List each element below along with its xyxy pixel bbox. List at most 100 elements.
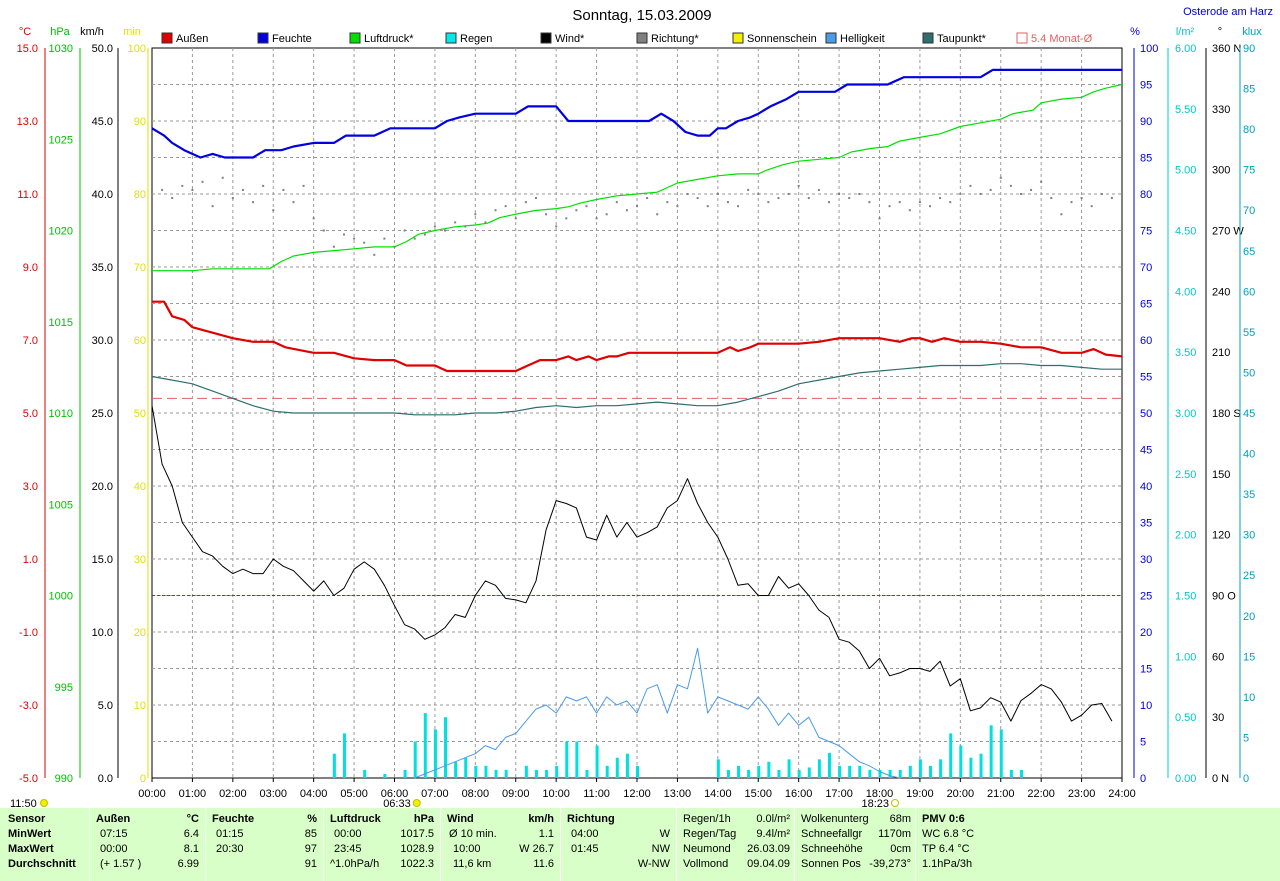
feuchte-avg-value: 91 xyxy=(304,858,317,870)
direction-point xyxy=(484,221,487,224)
rain-bar xyxy=(534,769,538,778)
pressure-tick-label: 1030 xyxy=(49,43,73,55)
series-line-helligkeit xyxy=(414,647,900,779)
wind-tick-label: 25.0 xyxy=(92,408,113,420)
legend-swatch xyxy=(825,32,837,44)
direction-point xyxy=(636,205,638,208)
rain-bar xyxy=(797,769,801,778)
humidity-tick-label: 25 xyxy=(1140,591,1152,603)
luftdruck-min-value: 1017.5 xyxy=(400,828,434,840)
direction-point xyxy=(181,184,184,187)
regen-1h-label: Regen/1h xyxy=(683,813,731,825)
direction-point xyxy=(737,205,740,208)
humidity-tick-label: 35 xyxy=(1140,518,1152,530)
rain-tick-label: 5.00 xyxy=(1175,165,1196,177)
direction-tick-label: 330 xyxy=(1212,104,1230,116)
direction-point xyxy=(565,217,568,220)
lux-tick-label: 0 xyxy=(1243,773,1249,785)
legend-swatch xyxy=(445,32,457,44)
temp-unit-label: °C xyxy=(19,26,31,38)
lux-tick-label: 45 xyxy=(1243,408,1255,420)
x-tick-label: 02:00 xyxy=(219,788,247,800)
maxwert-label: MaxWert xyxy=(8,843,54,855)
rain-bar xyxy=(757,765,761,778)
windchill-value: WC 6.8 °C xyxy=(922,828,975,840)
lux-tick-label: 35 xyxy=(1243,489,1255,501)
direction-point xyxy=(292,201,295,204)
rain-bar xyxy=(575,741,579,778)
lux-tick-label: 55 xyxy=(1243,327,1255,339)
rain-bar xyxy=(898,769,902,778)
x-tick-label: 01:00 xyxy=(179,788,207,800)
aussen-min-value: 6.4 xyxy=(183,828,199,840)
rain-bar xyxy=(332,753,336,778)
sonnen-pos-label: Sonnen Pos xyxy=(801,858,861,870)
direction-point xyxy=(878,217,881,220)
direction-tick-label: 120 xyxy=(1212,530,1230,542)
rain-bar xyxy=(827,752,831,778)
direction-point xyxy=(302,184,305,187)
lux-tick-label: 50 xyxy=(1243,367,1255,379)
direction-point xyxy=(949,201,952,204)
temp-tick-label: 5.0 xyxy=(23,408,38,420)
direction-point xyxy=(646,197,649,200)
pressure-tick-label: 1015 xyxy=(49,317,73,329)
sun-tick-label: 40 xyxy=(134,481,146,493)
legend-label: Luftdruck* xyxy=(364,33,414,45)
taupunkt-value: TP 6.4 °C xyxy=(922,843,970,855)
aussen-avg-value: 6.99 xyxy=(177,858,199,870)
wind-max-value: W 26.7 xyxy=(519,843,554,855)
humidity-unit-label: % xyxy=(1130,26,1140,38)
x-tick-label: 06:00 xyxy=(381,788,409,800)
pressure-tick-label: 995 xyxy=(55,682,73,694)
direction-point xyxy=(393,245,396,248)
vollmond-label: Vollmond xyxy=(683,858,729,870)
humidity-tick-label: 15 xyxy=(1140,664,1152,676)
minwert-label: MinWert xyxy=(8,828,52,840)
direction-point xyxy=(413,237,416,240)
legend-swatch xyxy=(349,32,361,44)
direction-point xyxy=(262,184,265,187)
x-tick-label: 07:00 xyxy=(421,788,449,800)
x-tick-label: 10:00 xyxy=(542,788,570,800)
rain-bar xyxy=(858,765,862,778)
lux-tick-label: 65 xyxy=(1243,246,1255,258)
rain-tick-label: 1.00 xyxy=(1175,651,1196,663)
legend-label: Taupunkt* xyxy=(937,33,987,45)
rain-tick-label: 3.00 xyxy=(1175,408,1196,420)
luftdruck-min-time: 00:00 xyxy=(334,828,362,840)
x-tick-label: 20:00 xyxy=(947,788,975,800)
direction-point xyxy=(767,201,770,204)
direction-point xyxy=(454,221,457,224)
sunshine-icon xyxy=(40,799,48,807)
sonnen-pos-value: -39,273° xyxy=(869,858,911,870)
wind-tick-label: 45.0 xyxy=(92,116,113,128)
rain-bar xyxy=(726,769,730,778)
direction-point xyxy=(625,209,628,212)
pressure-tick-label: 1020 xyxy=(49,226,73,238)
wind-tick-label: 10.0 xyxy=(92,627,113,639)
direction-unit-label: ° xyxy=(1218,26,1222,38)
luftdruck-max-time: 23:45 xyxy=(334,843,362,855)
direction-point xyxy=(1080,197,1083,200)
temp-tick-label: 7.0 xyxy=(23,335,38,347)
wind-avg10-value: 1.1 xyxy=(538,828,554,840)
direction-point xyxy=(545,213,548,216)
sun-tick-label: 90 xyxy=(134,116,146,128)
rain-bar xyxy=(999,729,1003,778)
direction-point xyxy=(898,201,901,204)
direction-point xyxy=(504,205,507,208)
humidity-tick-label: 30 xyxy=(1140,554,1152,566)
direction-point xyxy=(1030,188,1033,191)
sun-tick-label: 100 xyxy=(128,43,146,55)
rain-bar xyxy=(433,729,437,778)
x-tick-label: 24:00 xyxy=(1108,788,1136,800)
feuchte-min-value: 85 xyxy=(304,828,317,840)
x-tick-label: 21:00 xyxy=(987,788,1015,800)
direction-point xyxy=(848,197,851,200)
legend-label: Helligkeit xyxy=(840,33,885,45)
direction-point xyxy=(797,184,800,187)
direction-point xyxy=(1009,184,1012,187)
direction-point xyxy=(1090,205,1093,208)
direction-point xyxy=(241,188,244,191)
